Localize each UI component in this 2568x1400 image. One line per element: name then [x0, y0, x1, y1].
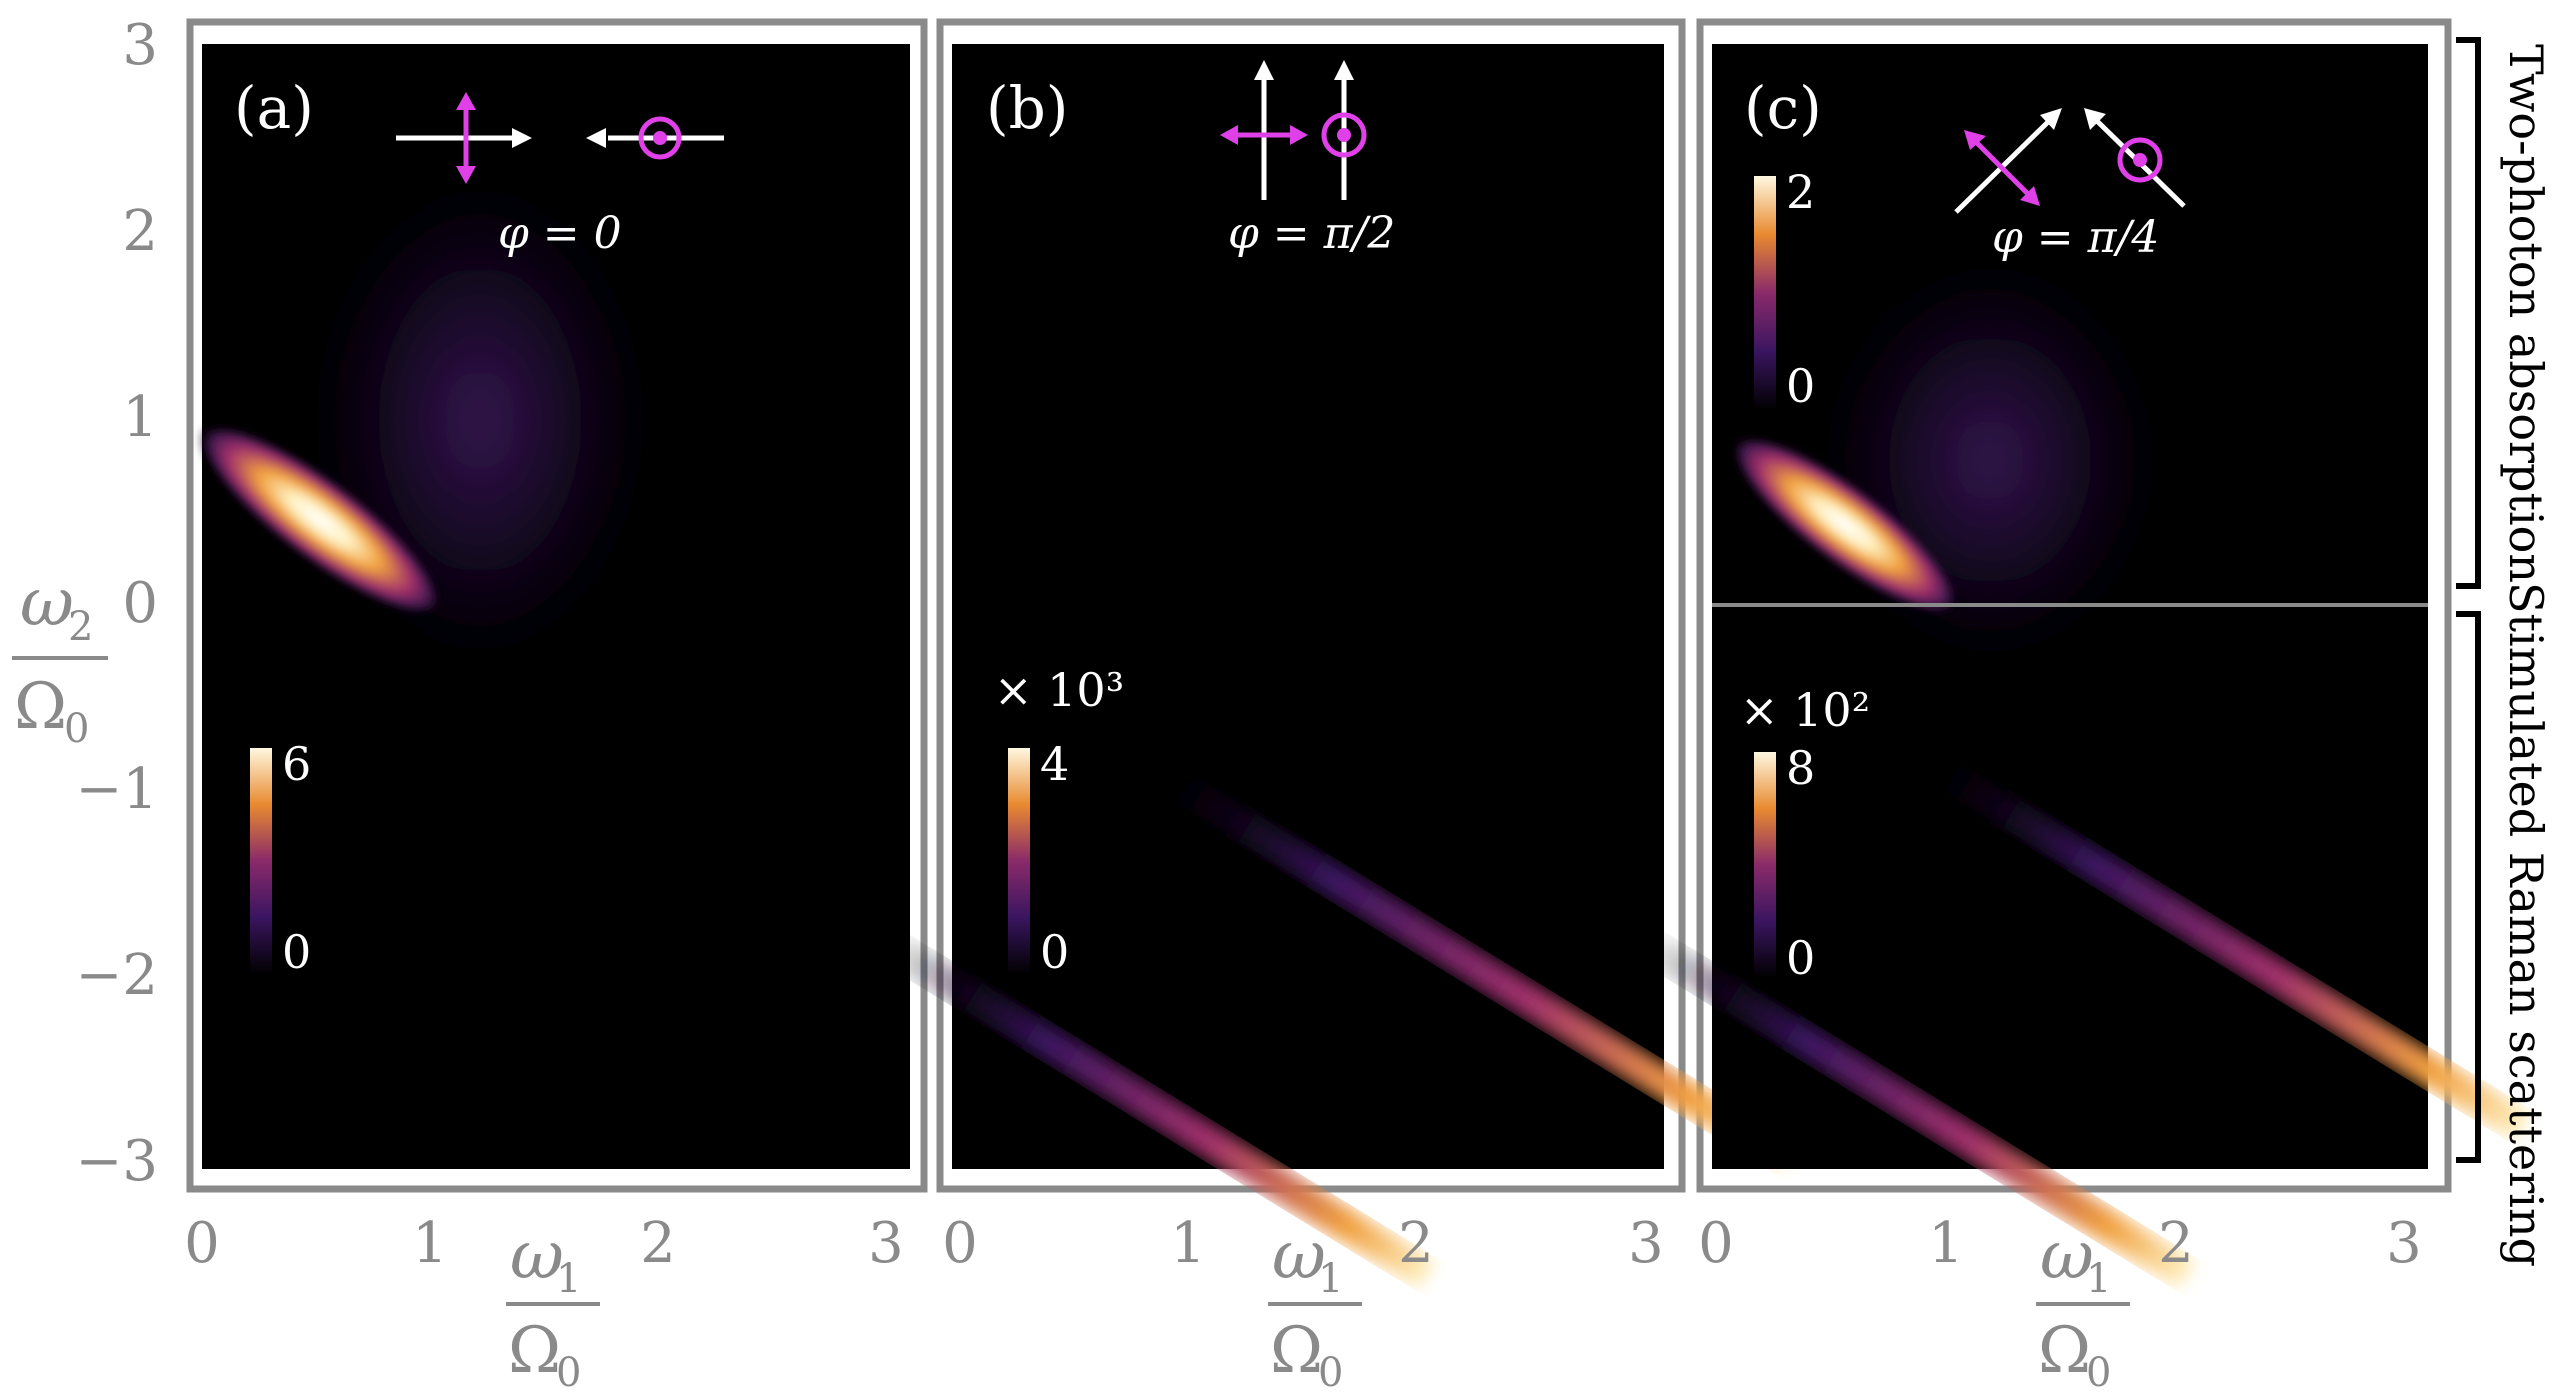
colorbar-c-bottom-min: 0 [1786, 931, 1815, 985]
tpa-ellipse-a [197, 424, 443, 616]
x-axis-label-c: ω 1 Ω 0 [2036, 1217, 2130, 1396]
y-tick: 1 [122, 385, 158, 450]
colorbar-c-bottom-scale: × 10² [1740, 683, 1870, 737]
svg-text:ω: ω [510, 1217, 564, 1294]
colorbar-a: 6 0 [250, 737, 311, 979]
x-axis-a: 0 1 2 3 [184, 1211, 904, 1276]
y-tick: −3 [75, 1129, 158, 1194]
x-tick: 2 [1398, 1211, 1434, 1276]
y-tick: 3 [122, 13, 158, 78]
colorbar-c-bottom-max: 8 [1786, 741, 1815, 795]
svg-text:0: 0 [1318, 1350, 1343, 1396]
srs-streak-b-upper [1130, 747, 1796, 1172]
tpa-ellipse-c [1730, 435, 1960, 615]
panel-c-heatmap [1633, 44, 2532, 1289]
svg-text:ω: ω [1272, 1217, 1326, 1294]
y-tick: −2 [75, 943, 158, 1008]
phase-label-a: φ = 0 [498, 208, 622, 259]
svg-text:1: 1 [1318, 1256, 1343, 1302]
colorbar-c-bottom: × 10² 8 0 [1740, 683, 1870, 985]
phase-label-b: φ = π/2 [1228, 208, 1395, 259]
x-tick: 3 [868, 1211, 904, 1276]
polarization-arrows-icon [1220, 60, 1367, 200]
side-label-top: Two-photon absorption [2499, 44, 2553, 583]
svg-text:ω: ω [20, 564, 74, 641]
colorbar-b-max: 4 [1040, 737, 1069, 791]
svg-text:Ω: Ω [14, 670, 67, 744]
polarization-arrows-icon [396, 92, 724, 184]
colorbar-b-scale: × 10³ [994, 663, 1124, 717]
panel-a-heatmap [197, 44, 910, 1169]
panel-a-frame [186, 18, 928, 1193]
srs-streak-c-upper [1900, 737, 2532, 1141]
side-bracket-bottom [2456, 611, 2481, 1163]
srs-streak-b-lower [873, 926, 1436, 1289]
x-axis-b: 0 1 2 3 [942, 1211, 1664, 1276]
side-label-bottom: Stimulated Raman scattering [2499, 582, 2553, 1267]
x-tick: 0 [942, 1211, 978, 1276]
x-tick: 1 [1928, 1211, 1964, 1276]
y-tick: 2 [122, 199, 158, 264]
svg-text:0: 0 [64, 706, 89, 752]
colorbar-b-min: 0 [1040, 925, 1069, 979]
svg-text:0: 0 [556, 1350, 581, 1396]
colorbar-c-top: 2 0 [1754, 165, 1815, 413]
x-tick: 0 [1698, 1211, 1734, 1276]
svg-text:Ω: Ω [2038, 1314, 2091, 1388]
x-tick: 3 [1628, 1211, 1664, 1276]
x-tick: 1 [412, 1211, 448, 1276]
x-tick: 1 [1170, 1211, 1206, 1276]
srs-streak-c-lower [1633, 926, 2196, 1289]
colorbar-a-max: 6 [282, 737, 311, 791]
panel-label-b: (b) [986, 74, 1068, 142]
colorbar-c-top-max: 2 [1786, 165, 1815, 219]
y-axis: 3 2 1 0 −1 −2 −3 [75, 13, 158, 1194]
svg-text:1: 1 [2086, 1256, 2111, 1302]
x-axis-c: 0 1 2 3 [1698, 1211, 2422, 1276]
phase-label-c: φ = π/4 [1992, 212, 2159, 263]
svg-text:ω: ω [2040, 1217, 2094, 1294]
x-axis-label-b: ω 1 Ω 0 [1268, 1217, 1362, 1396]
colorbar-c-top-min: 0 [1786, 359, 1815, 413]
panel-label-a: (a) [234, 74, 314, 142]
colorbar-b: × 10³ 4 0 [994, 663, 1124, 979]
colorbar-a-min: 0 [282, 925, 311, 979]
panel-b-heatmap [873, 44, 1796, 1289]
x-tick: 0 [184, 1211, 220, 1276]
y-tick: 0 [122, 571, 158, 636]
x-tick: 2 [2158, 1211, 2194, 1276]
svg-text:0: 0 [2086, 1350, 2111, 1396]
x-tick: 3 [2386, 1211, 2422, 1276]
y-axis-label: ω 2 Ω 0 [12, 564, 108, 752]
y-tick: −1 [75, 757, 158, 822]
x-axis-label-a: ω 1 Ω 0 [506, 1217, 600, 1396]
x-tick: 2 [640, 1211, 676, 1276]
svg-text:Ω: Ω [1270, 1314, 1323, 1388]
side-bracket-top [2456, 37, 2481, 589]
svg-text:Ω: Ω [508, 1314, 561, 1388]
panel-label-c: (c) [1744, 74, 1822, 142]
svg-text:1: 1 [556, 1256, 581, 1302]
svg-text:2: 2 [68, 604, 93, 650]
polarization-arrows-icon [1954, 108, 2186, 214]
